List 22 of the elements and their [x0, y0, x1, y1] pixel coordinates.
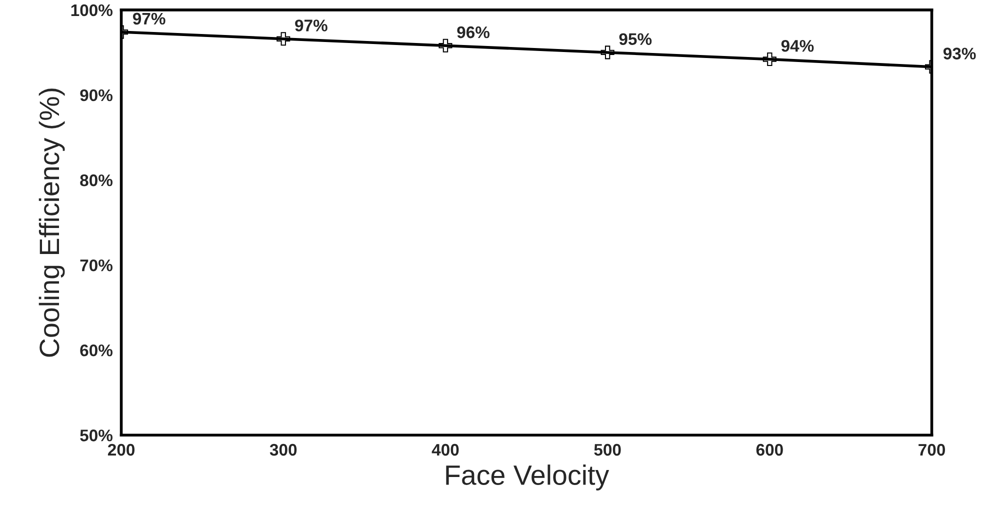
- x-axis-title: Face Velocity: [446, 464, 610, 490]
- text: 96%: [457, 26, 490, 38]
- y-tick-label: 70%: [80, 259, 113, 272]
- text: 93%: [943, 48, 976, 60]
- y-tick-label: 100%: [71, 4, 113, 16]
- text: 95%: [619, 33, 652, 45]
- x-tick-label: 600: [756, 444, 783, 456]
- text: 97%: [132, 12, 166, 25]
- y-tick-label: 90%: [80, 89, 113, 102]
- point: [600, 46, 614, 60]
- y-tick-label: 80%: [80, 174, 113, 186]
- x-tick-label: 400: [432, 444, 459, 456]
- text: 97%: [295, 20, 328, 32]
- x-tick-label: 200: [108, 444, 134, 456]
- x-tick-label: 300: [270, 444, 297, 456]
- x-tick-label: 700: [918, 444, 945, 456]
- point: [438, 38, 452, 52]
- y-axis-title: Cooling Efficiency (%): [38, 88, 65, 357]
- y-tick-label: 50%: [80, 430, 113, 442]
- text: 94%: [781, 40, 814, 52]
- y-tick-label: 60%: [80, 344, 113, 356]
- x-tick-label: 500: [594, 444, 621, 456]
